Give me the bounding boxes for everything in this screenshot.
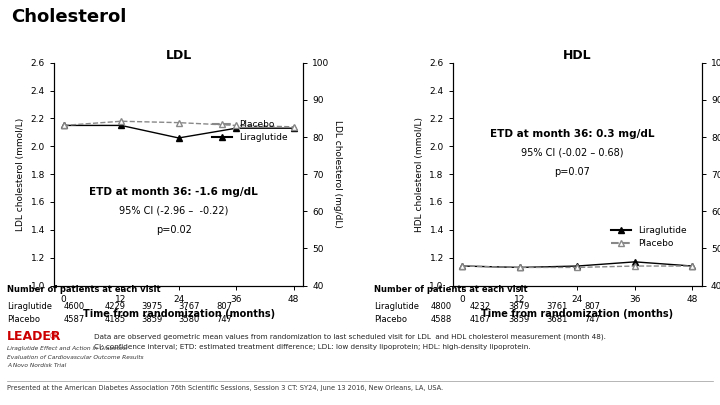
Text: 3580: 3580 [179,315,200,324]
Text: CI: confidence interval; ETD: estimated treatment difference; LDL: low density l: CI: confidence interval; ETD: estimated … [94,344,530,350]
Text: Placebo: Placebo [374,315,408,324]
Legend: Placebo, Liraglutide: Placebo, Liraglutide [208,116,291,146]
X-axis label: Time from randomization (months): Time from randomization (months) [83,309,274,319]
Title: LDL: LDL [166,49,192,62]
Text: A Novo Nordisk Trial: A Novo Nordisk Trial [7,363,66,368]
Text: 3879: 3879 [508,302,530,311]
Text: Cholesterol: Cholesterol [11,8,126,26]
Text: Evaluation of Cardiovascular Outcome Results: Evaluation of Cardiovascular Outcome Res… [7,355,144,360]
Text: Placebo: Placebo [7,315,40,324]
Text: 3761: 3761 [546,302,568,311]
Text: 4167: 4167 [469,315,491,324]
Legend: Liraglutide, Placebo: Liraglutide, Placebo [607,222,690,252]
Text: 4600: 4600 [63,302,84,311]
Text: ETD at month 36: 0.3 mg/dL: ETD at month 36: 0.3 mg/dL [490,129,654,139]
X-axis label: Time from randomization (months): Time from randomization (months) [482,309,673,319]
Text: 95% CI (-0.02 – 0.68): 95% CI (-0.02 – 0.68) [521,148,624,158]
Text: Number of patients at each visit: Number of patients at each visit [374,286,528,294]
Title: HDL: HDL [563,49,592,62]
Text: 3859: 3859 [141,315,163,324]
Text: Number of patients at each visit: Number of patients at each visit [7,286,161,294]
Text: p=0.02: p=0.02 [156,225,192,235]
Y-axis label: LDL cholesterol (mg/dL): LDL cholesterol (mg/dL) [333,120,342,228]
Y-axis label: HDL cholesterol (mmol/L): HDL cholesterol (mmol/L) [415,117,424,232]
Text: 807: 807 [216,302,232,311]
Text: 4229: 4229 [104,302,125,311]
Text: 747: 747 [216,315,232,324]
Text: 4588: 4588 [431,315,452,324]
Y-axis label: LDL cholesterol (mmol/L): LDL cholesterol (mmol/L) [16,117,25,231]
Text: Data are observed geometric mean values from randomization to last scheduled vis: Data are observed geometric mean values … [94,333,606,340]
Text: ETD at month 36: -1.6 mg/dL: ETD at month 36: -1.6 mg/dL [89,187,258,197]
Text: 807: 807 [585,302,600,311]
Text: 4185: 4185 [104,315,125,324]
Text: p=0.07: p=0.07 [554,167,590,177]
Text: 95% CI (-2.96 –  -0.22): 95% CI (-2.96 – -0.22) [119,206,228,216]
Text: ®: ® [49,333,57,341]
Text: Presented at the American Diabetes Association 76th Scientific Sessions, Session: Presented at the American Diabetes Assoc… [7,385,444,390]
Text: 4232: 4232 [469,302,490,311]
Text: Liraglutide Effect and Action in Diabetes:: Liraglutide Effect and Action in Diabete… [7,346,128,351]
Text: Liraglutide: Liraglutide [374,302,419,311]
Text: 3975: 3975 [141,302,163,311]
Text: 3681: 3681 [546,315,568,324]
Text: LEADER: LEADER [7,330,62,343]
Text: 3767: 3767 [179,302,200,311]
Text: Liraglutide: Liraglutide [7,302,53,311]
Text: 4587: 4587 [63,315,85,324]
Text: 747: 747 [585,315,600,324]
Text: 4800: 4800 [431,302,451,311]
Text: 3859: 3859 [508,315,530,324]
